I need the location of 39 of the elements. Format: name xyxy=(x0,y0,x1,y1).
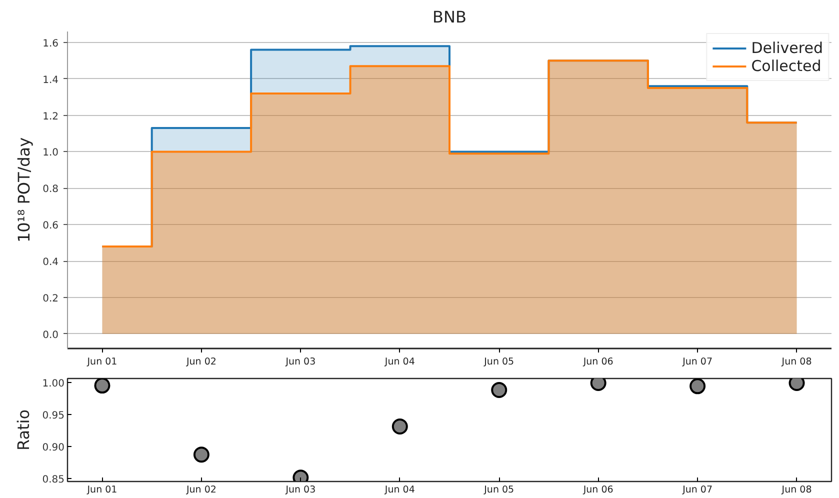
legend-label: Collected xyxy=(751,57,822,75)
x-tick-label: Jun 08 xyxy=(780,356,812,368)
point xyxy=(193,446,210,463)
point xyxy=(690,378,706,394)
y-tick-label: 0.90 xyxy=(42,442,64,454)
y-tick-label: 1.0 xyxy=(42,148,59,159)
y-tick-label: 0.6 xyxy=(42,220,59,232)
y-tick-label: 0.4 xyxy=(42,257,59,268)
x-tick-label: Jun 06 xyxy=(582,484,614,496)
x-tick-label: Jun 02 xyxy=(185,356,216,368)
y-tick-label: 0.95 xyxy=(42,410,64,422)
x-tick-label: Jun 07 xyxy=(682,484,713,496)
y-tick-label: 0.0 xyxy=(42,330,59,341)
x-tick-label: Jun 05 xyxy=(483,484,514,496)
y-tick-label: 1.4 xyxy=(42,74,59,86)
chart-title: BNB xyxy=(432,8,466,26)
y-axis-title: 10¹⁸ POT/day xyxy=(14,137,34,243)
x-tick-label: Jun 01 xyxy=(86,356,118,368)
point xyxy=(94,378,110,394)
legend-label: Delivered xyxy=(751,39,823,57)
x-tick-label: Jun 03 xyxy=(284,484,316,496)
x-tick-label: Jun 03 xyxy=(284,356,316,368)
x-tick-label: Jun 01 xyxy=(86,484,118,496)
point xyxy=(491,382,508,398)
x-tick-label: Jun 04 xyxy=(384,484,415,496)
y-axis-title: Ratio xyxy=(14,409,34,451)
y-tick-label: 1.6 xyxy=(42,38,59,50)
y-tick-label: 1.00 xyxy=(42,378,64,390)
y-tick-label: 1.2 xyxy=(42,111,59,122)
y-tick-label: 0.85 xyxy=(42,474,64,486)
x-tick-label: Jun 04 xyxy=(384,356,415,368)
x-tick-label: Jun 08 xyxy=(780,484,812,496)
y-tick-label: 0.8 xyxy=(42,184,59,196)
point xyxy=(392,418,408,434)
x-tick-label: Jun 07 xyxy=(682,356,713,368)
x-tick-label: Jun 02 xyxy=(185,484,216,496)
y-tick-label: 0.2 xyxy=(42,293,59,304)
x-tick-label: Jun 05 xyxy=(483,356,514,368)
x-tick-label: Jun 06 xyxy=(582,356,614,368)
